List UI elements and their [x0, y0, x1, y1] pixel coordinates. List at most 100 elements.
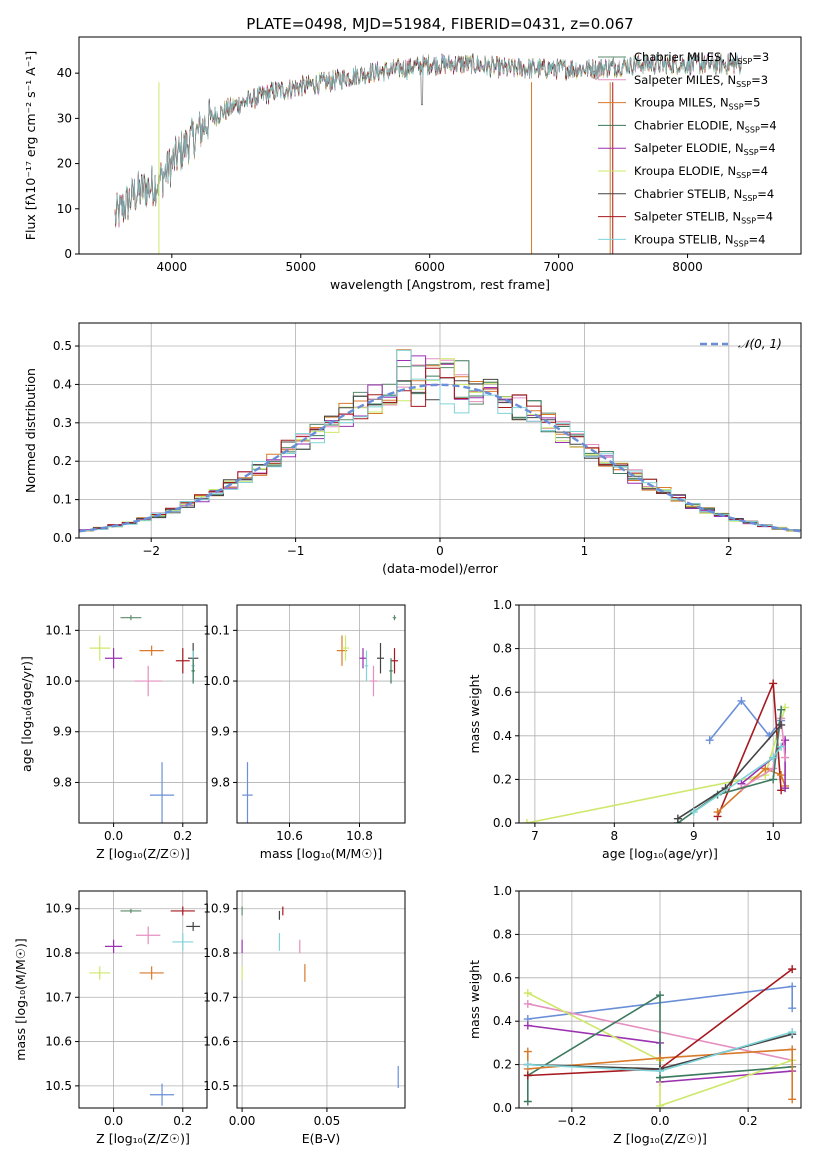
weight-line	[527, 992, 793, 1107]
weight-marker	[777, 720, 786, 729]
x-axis-label: Z [log₁₀(Z/Z☉)]	[96, 846, 190, 861]
y-tick-label: 10.6	[203, 1035, 230, 1049]
plot-area	[242, 615, 398, 823]
axes-frame	[78, 36, 802, 255]
legend-entry: Chabrier ELODIE, NSSP=4	[634, 118, 777, 134]
axes-frame	[518, 890, 802, 1109]
legend-suffix: =4	[751, 164, 768, 178]
weight-marker	[788, 1045, 797, 1054]
legend-entry: Chabrier MILES, NSSP=3	[634, 50, 769, 66]
plot-area	[114, 52, 742, 254]
x-tick-label: 10.8	[346, 829, 373, 843]
plot-area	[522, 679, 790, 823]
y-axis-label: Flux [fλ10⁻¹⁷ erg cm⁻² s⁻¹ A⁻¹]	[23, 51, 38, 240]
plot-area	[79, 349, 801, 533]
x-tick-label: 10.6	[276, 829, 303, 843]
legend-suffix: =3	[751, 73, 768, 87]
legend-sub: SSP	[729, 103, 744, 112]
x-tick-label: −0.2	[557, 1114, 586, 1128]
y-tick-label: 20	[57, 157, 72, 171]
y-axis-label: mass weight	[467, 960, 482, 1039]
weight-marker	[523, 1097, 532, 1106]
y-tick-label: 0.2	[493, 772, 512, 786]
panel-z_age: 0.0 0.2 9.8 9.9 10.0 10.1 Z [log₁₀(Z/Z☉)] age […	[19, 604, 208, 861]
weight-marker	[769, 753, 778, 762]
spectrum-line	[114, 53, 742, 224]
y-tick-label: 10.1	[203, 623, 230, 637]
weight-marker	[769, 764, 778, 773]
legend-entry: 𝒩(0, 1)	[738, 337, 782, 351]
x-tick-label: −1	[287, 544, 305, 558]
y-tick-label: 10.5	[203, 1079, 230, 1093]
legend-suffix: =4	[759, 141, 776, 155]
y-tick-label: 0.6	[493, 971, 512, 985]
y-tick-label: 0.8	[493, 927, 512, 941]
x-axis-label: mass [log₁₀(M/M☉)]	[260, 846, 382, 861]
y-tick-label: 0.0	[53, 531, 72, 545]
weight-marker	[769, 679, 778, 688]
legend-sub: SSP	[734, 239, 749, 248]
x-tick-label: 10	[766, 829, 781, 843]
weight-marker	[777, 705, 786, 714]
legend-entry: Kroupa STELIB, NSSP=4	[634, 232, 765, 248]
x-tick-label: 0	[436, 544, 444, 558]
x-tick-label: 8	[611, 829, 619, 843]
weight-marker	[781, 736, 790, 745]
y-tick-label: 9.8	[211, 775, 230, 789]
y-tick-label: 10.7	[203, 990, 230, 1004]
legend-sub: SSP	[742, 194, 757, 203]
y-tick-label: 10.0	[45, 674, 72, 688]
y-tick-label: 0	[64, 247, 72, 261]
y-tick-label: 9.9	[211, 725, 230, 739]
axes-frame	[78, 604, 208, 824]
weight-marker	[656, 991, 664, 1000]
x-tick-label: −2	[142, 544, 160, 558]
x-axis-label: wavelength [Angstrom, rest frame]	[330, 277, 550, 292]
y-tick-label: 10.9	[203, 902, 230, 916]
panel-mass_age: 10.6 10.8 9.8 9.9 10.0 10.1 mass [log₁₀(M/M☉)]	[203, 604, 406, 861]
weight-marker	[656, 1101, 664, 1108]
y-tick-label: 40	[57, 66, 72, 80]
y-tick-label: 10.9	[45, 902, 72, 916]
x-tick-label: 0.00	[229, 1114, 256, 1128]
normal-curve	[79, 383, 801, 533]
x-tick-label: 0.2	[739, 1114, 758, 1128]
panel-age_weight: 7 8 9 10 0.0 0.2 0.4 0.6 0.8 1.0 age [log₁₀(age/yr…	[467, 598, 802, 861]
legend-sub: SSP	[744, 148, 759, 157]
weight-marker	[673, 814, 682, 823]
y-axis-label: age [log₁₀(age/yr)]	[19, 656, 34, 772]
weight-marker	[656, 1067, 664, 1076]
panel-spectrum: 4000 5000 6000 7000 8000 0 10 20 30 40 wavelength …	[23, 36, 802, 292]
weight-marker	[523, 1021, 532, 1030]
x-axis-label: Z [log₁₀(Z/Z☉)]	[613, 1131, 707, 1146]
plot-area	[241, 906, 399, 1089]
x-tick-label: 1	[581, 544, 589, 558]
x-axis-label: age [log₁₀(age/yr)]	[602, 846, 718, 861]
x-tick-label: 0.0	[104, 829, 123, 843]
legend-entry: Salpeter MILES, NSSP=3	[634, 73, 768, 89]
weight-marker	[788, 965, 797, 974]
y-tick-label: 0.2	[53, 454, 72, 468]
weight-marker	[523, 1071, 532, 1080]
weight-marker	[689, 808, 698, 817]
x-axis-label: E(B-V)	[302, 1131, 341, 1146]
y-tick-label: 0.0	[493, 1101, 512, 1115]
y-tick-label: 0.2	[493, 1058, 512, 1072]
x-tick-label: 6000	[414, 260, 445, 274]
y-tick-label: 0.4	[493, 729, 512, 743]
weight-marker	[781, 784, 790, 793]
y-tick-label: 9.9	[53, 725, 72, 739]
y-axis-label: mass weight	[467, 674, 482, 753]
y-tick-label: 10.1	[45, 623, 72, 637]
legend-name: Kroupa ELODIE, N	[634, 164, 736, 178]
legend-entry: Salpeter STELIB, NSSP=4	[634, 210, 773, 226]
legend-name: Kroupa MILES, N	[634, 96, 729, 110]
weight-marker	[523, 1047, 532, 1056]
weight-marker	[788, 1004, 797, 1013]
legend-name: Salpeter ELODIE, N	[634, 141, 744, 155]
weight-marker	[769, 775, 778, 784]
panel-residuals: −2 −1 0 1 2 0.0 0.1 0.2 0.3 0.4 0.5 (data-model)/er…	[23, 322, 802, 576]
legend-entry: Kroupa ELODIE, NSSP=4	[634, 164, 768, 180]
y-tick-label: 10.5	[45, 1079, 72, 1093]
